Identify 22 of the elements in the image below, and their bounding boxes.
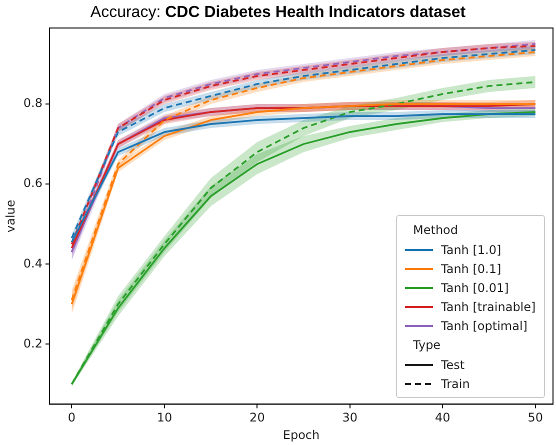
annotation: Train [441,376,470,391]
y-tick-label: 0.4 [23,256,42,270]
legend-label: Tanh [0.01] [441,280,509,295]
chart-title: Accuracy: CDC Diabetes Health Indicators dataset [90,4,466,21]
legend-label: Tanh [1.0] [441,242,502,257]
legend-title: Method [412,222,460,240]
legend-label: Tanh [0.1] [441,262,502,276]
x-tick-label: 40 [435,410,450,425]
annotation: Type [412,337,442,354]
x-axis-title: Epoch [282,428,320,442]
annotation: Test [441,358,465,372]
x-tick-label: 50 [528,410,544,425]
legend-label: Tanh [optimal] [441,318,528,333]
legend-label: Tanh [trainable] [441,300,536,314]
x-tick-label: 20 [250,410,265,425]
y-tick-label: 0.2 [23,336,42,350]
x-tick-label: 30 [342,410,358,425]
x-tick-label: 0 [68,410,76,425]
y-tick-label: 0.6 [23,176,42,190]
x-tick-label: 10 [156,410,172,425]
y-axis-title: value [3,200,18,232]
y-tick-label: 0.8 [23,96,42,110]
